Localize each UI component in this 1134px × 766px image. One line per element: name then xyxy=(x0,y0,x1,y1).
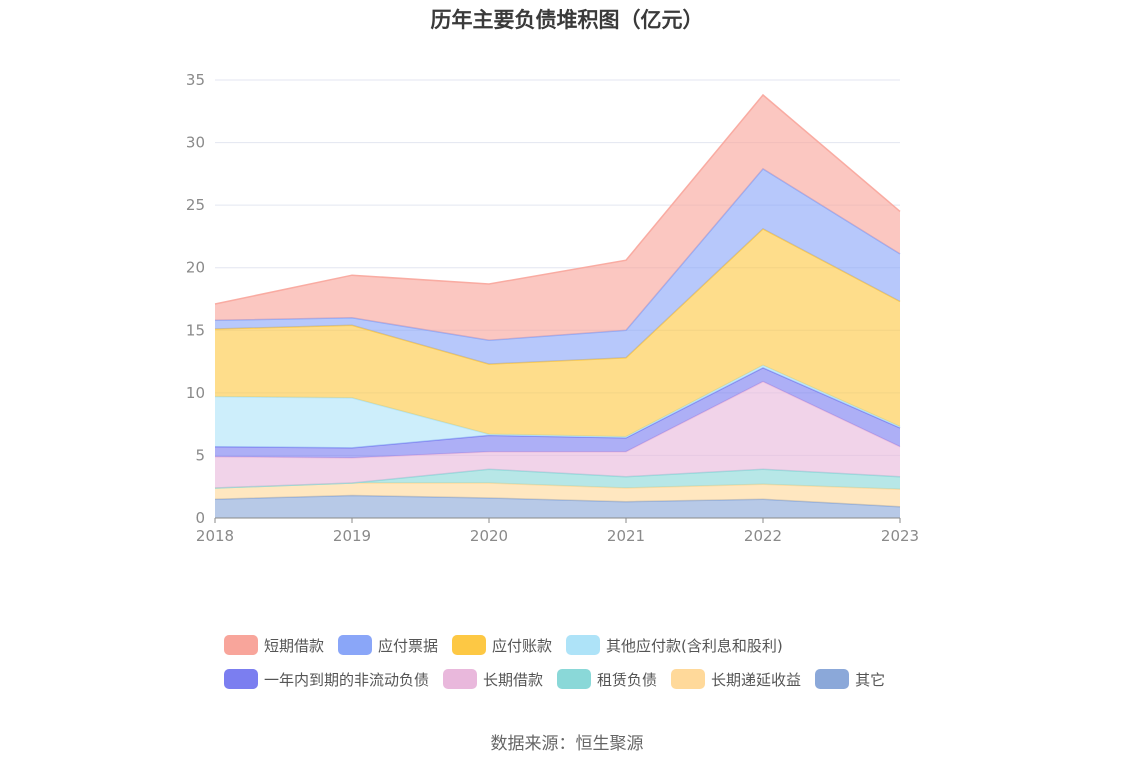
legend-item[interactable]: 租赁负债 xyxy=(557,669,657,690)
legend-swatch xyxy=(557,669,592,689)
legend-item[interactable]: 长期递延收益 xyxy=(671,669,801,690)
legend-item[interactable]: 应付票据 xyxy=(338,635,438,656)
area-series-1 xyxy=(215,483,900,507)
stacked-area-chart: 0 5 10 15 20 25 30 35 2018 2019 2020 2021 2022 2023 xyxy=(186,71,919,545)
area-series-3 xyxy=(215,381,900,488)
x-tick-label: 2018 xyxy=(196,527,234,545)
area-series-5 xyxy=(215,365,900,448)
legend-swatch xyxy=(338,635,373,655)
legend-swatch xyxy=(452,635,487,655)
legend-row-2: 一年内到期的非流动负债 长期借款 租赁负债 长期递延收益 其它 xyxy=(224,662,944,696)
legend-label: 长期递延收益 xyxy=(711,670,802,689)
x-tick-label: 2020 xyxy=(470,527,508,545)
legend-item[interactable]: 一年内到期的非流动负债 xyxy=(224,669,429,690)
x-tick-label: 2021 xyxy=(607,527,645,545)
legend-label: 租赁负债 xyxy=(597,670,658,689)
area-series-7 xyxy=(215,168,900,365)
chart-title: 历年主要负债堆积图（亿元） xyxy=(430,8,704,32)
x-tick-label: 2022 xyxy=(744,527,782,545)
area-edge-series-8 xyxy=(214,93,901,305)
legend-row-1: 短期借款 应付票据 应付账款 其他应付款(含利息和股利) xyxy=(224,628,944,662)
legend-label: 应付票据 xyxy=(378,636,439,655)
area-series-4 xyxy=(215,367,900,458)
area-series-8 xyxy=(215,95,900,341)
legend-label: 一年内到期的非流动负债 xyxy=(264,670,430,689)
y-tick-label: 25 xyxy=(186,196,205,214)
y-tick-label: 30 xyxy=(186,134,205,152)
y-tick-label: 10 xyxy=(186,384,205,402)
data-source: 数据来源：恒生聚源 xyxy=(490,734,644,754)
legend-swatch xyxy=(224,635,258,655)
legend-item[interactable]: 其它 xyxy=(815,669,885,690)
area-series-2 xyxy=(215,469,900,490)
area-series-0 xyxy=(215,495,900,518)
legend-label: 短期借款 xyxy=(264,636,325,655)
legend-label: 长期借款 xyxy=(483,670,544,689)
y-tick-label: 20 xyxy=(186,259,205,277)
x-tick-label: 2023 xyxy=(881,527,919,545)
legend-swatch xyxy=(224,669,258,689)
legend-swatch xyxy=(566,635,601,655)
y-tick-label: 5 xyxy=(195,446,205,464)
x-tick-label: 2019 xyxy=(333,527,371,545)
y-tick-label: 35 xyxy=(186,71,205,89)
legend-item[interactable]: 其他应付款(含利息和股利) xyxy=(566,635,783,656)
y-tick-label: 0 xyxy=(195,509,205,527)
legend-label: 应付账款 xyxy=(492,636,553,655)
legend-label: 其它 xyxy=(855,670,886,689)
legend: 短期借款 应付票据 应付账款 其他应付款(含利息和股利) 一年内到期的非流动负债 长期借… xyxy=(224,628,944,696)
legend-swatch xyxy=(671,669,706,689)
area-series-6 xyxy=(215,228,900,437)
legend-swatch xyxy=(815,669,850,689)
legend-item[interactable]: 长期借款 xyxy=(443,669,543,690)
legend-item[interactable]: 应付账款 xyxy=(452,635,552,656)
legend-item[interactable]: 短期借款 xyxy=(224,635,324,656)
y-tick-label: 15 xyxy=(186,321,205,339)
legend-label: 其他应付款(含利息和股利) xyxy=(606,636,783,655)
legend-swatch xyxy=(443,669,478,689)
